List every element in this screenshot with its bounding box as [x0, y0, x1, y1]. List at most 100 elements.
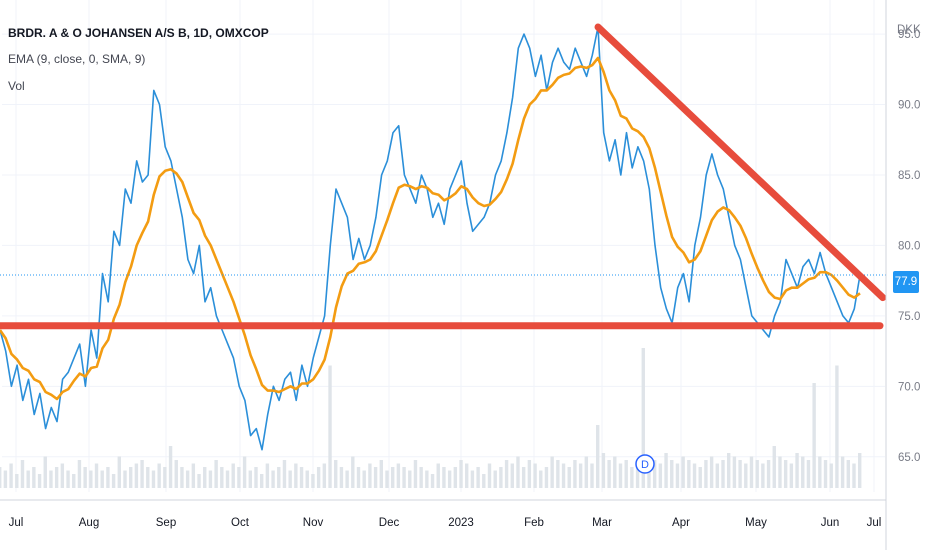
volume-bar	[351, 456, 355, 488]
volume-bar	[698, 467, 702, 488]
volume-bar	[846, 460, 851, 488]
volume-bar	[601, 453, 606, 488]
volume-bar	[641, 348, 645, 488]
dividend-marker-circle	[635, 454, 655, 474]
dividend-marker[interactable]: D	[635, 454, 655, 474]
volume-bar	[9, 463, 13, 488]
volume-bar	[806, 460, 811, 488]
volume-bar	[550, 456, 554, 488]
volume-bar	[146, 467, 150, 488]
volume-legend[interactable]: Vol	[8, 79, 25, 93]
volume-bar	[675, 463, 680, 488]
volume-bar	[180, 467, 184, 488]
x-tick-label: May	[745, 517, 767, 529]
volume-bar	[504, 460, 509, 488]
x-tick-label: Sep	[156, 517, 176, 529]
x-tick-label: Nov	[303, 517, 324, 529]
volume-bar	[419, 467, 423, 488]
volume-bar	[755, 460, 759, 488]
volume-bar	[709, 456, 714, 488]
volume-bar	[362, 470, 366, 488]
volume-bar	[294, 463, 298, 488]
volume-bar	[670, 460, 674, 488]
volume-bar	[823, 460, 828, 488]
volume-bar	[106, 467, 110, 488]
volume-bar	[385, 470, 389, 488]
volume-bar	[72, 474, 76, 488]
volume-bar	[664, 453, 668, 488]
volume-bar	[111, 474, 116, 488]
volume-bar	[596, 425, 600, 488]
volume-bar	[533, 463, 537, 488]
volume-bar	[134, 463, 139, 488]
volume-bar	[15, 474, 19, 488]
volume-bar	[812, 383, 816, 488]
y-tick-label: 85.0	[898, 170, 920, 182]
volume-bar	[128, 467, 133, 488]
volume-bar	[174, 460, 178, 488]
volume-bar	[447, 470, 452, 488]
x-tick-label: Apr	[672, 517, 690, 529]
volume-bar	[658, 463, 663, 488]
volume-bar	[687, 460, 691, 488]
volume-bar	[208, 470, 213, 488]
volume-bar	[772, 446, 776, 488]
volume-bar	[368, 463, 372, 488]
volume-bar	[840, 456, 845, 488]
volume-bar	[635, 463, 640, 488]
volume-bar	[311, 474, 315, 488]
volume-bar	[795, 453, 799, 488]
volume-bar	[271, 470, 275, 488]
volume-bar	[396, 463, 401, 488]
volume-bar	[436, 463, 440, 488]
volume-bar	[476, 467, 480, 488]
volume-bar	[83, 467, 87, 488]
volume-bar	[117, 456, 122, 488]
resistance-trend-line	[594, 23, 887, 302]
volume-bar	[470, 470, 475, 488]
volume-bar	[220, 467, 224, 488]
volume-bar	[77, 460, 82, 488]
volume-bar	[818, 456, 822, 488]
symbol-title[interactable]: BRDR. A & O JOHANSEN A/S B, 1D, OMXCOP	[8, 26, 269, 40]
volume-bar	[413, 460, 418, 488]
volume-bar	[858, 453, 862, 488]
volume-bar	[322, 463, 327, 488]
volume-bar	[493, 470, 497, 488]
volume-bar	[578, 463, 583, 488]
volume-bar	[783, 460, 788, 488]
volume-bar	[430, 474, 435, 488]
price-line	[0, 26, 861, 451]
volume-bar	[379, 460, 383, 488]
dividend-marker-label: D	[641, 459, 649, 471]
volume-bar	[157, 463, 161, 488]
volume-bar	[738, 460, 742, 488]
volume-bar	[26, 470, 30, 488]
volume-bar	[607, 460, 611, 488]
volume-bar	[123, 470, 127, 488]
volume-bar	[459, 460, 463, 488]
volume-bar	[3, 470, 8, 488]
volume-bar	[835, 365, 839, 488]
volume-bar	[37, 474, 42, 488]
volume-bar	[168, 446, 173, 488]
volume-bar	[191, 463, 196, 488]
x-tick-label: Oct	[231, 517, 250, 529]
y-tick-label: 70.0	[898, 381, 920, 393]
volume-bar	[390, 467, 395, 488]
volume-bar	[49, 470, 53, 488]
volume-bar	[254, 467, 258, 488]
volume-bar	[732, 456, 737, 488]
volume-bar	[282, 460, 287, 488]
volume-bar	[277, 467, 281, 488]
volume-bar	[521, 467, 526, 488]
volume-bar	[316, 467, 321, 488]
volume-bar	[778, 456, 782, 488]
indicator-legend[interactable]: EMA (9, close, 0, SMA, 9)	[8, 52, 146, 66]
volume-bar	[231, 463, 235, 488]
volume-bar	[140, 460, 144, 488]
volume-bar	[544, 467, 549, 488]
